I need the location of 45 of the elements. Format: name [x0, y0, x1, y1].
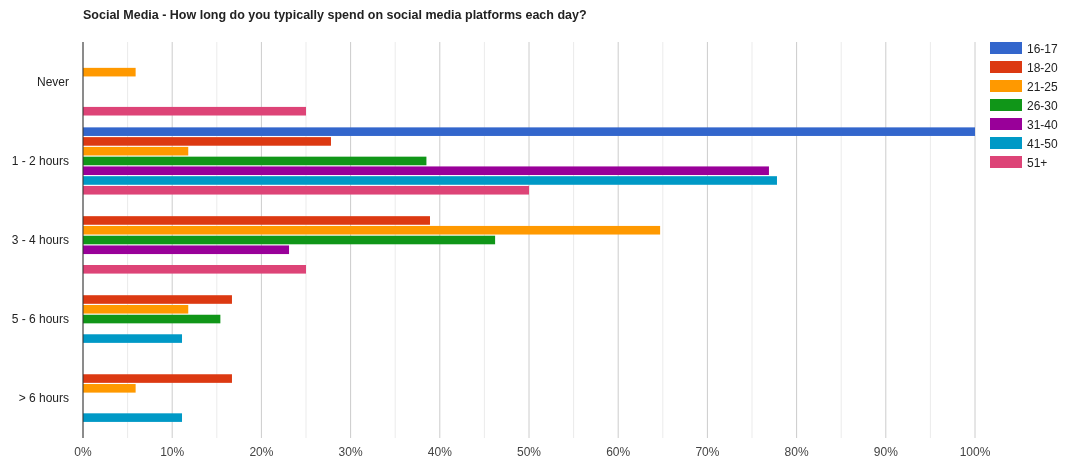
bar: [83, 384, 136, 393]
bar: [83, 146, 189, 156]
legend-label: 26-30: [1027, 99, 1059, 113]
x-tick-label: 30%: [338, 445, 363, 459]
bar: [83, 67, 136, 77]
bar: [83, 235, 496, 245]
legend-label: 16-17: [1027, 42, 1059, 56]
bar: [83, 334, 183, 343]
legend-label: 41-50: [1027, 137, 1059, 151]
bar: [83, 245, 290, 255]
bar: [83, 314, 221, 324]
bar: [83, 106, 306, 116]
y-tick-label: > 6 hours: [18, 391, 69, 406]
x-tick-label: 40%: [427, 445, 453, 459]
bar: [83, 265, 306, 274]
x-tick-label: 100%: [959, 445, 991, 459]
x-tick-label: 70%: [695, 445, 720, 459]
chart-title: Social Media - How long do you typically spend on social media platforms each day?: [83, 8, 587, 22]
bar: [83, 374, 232, 383]
bar: [83, 137, 331, 146]
x-tick-label: 10%: [160, 445, 185, 459]
legend-label: 31-40: [1027, 118, 1059, 132]
x-tick-label: 20%: [249, 445, 274, 459]
legend-label: 18-20: [1027, 61, 1059, 75]
bar: [83, 216, 430, 225]
bar: [83, 295, 232, 304]
bar: [83, 185, 529, 195]
bar: [83, 304, 189, 314]
bar: [83, 413, 183, 422]
bar: [83, 176, 777, 185]
x-tick-label: 50%: [516, 445, 542, 459]
legend-label: 51+: [1027, 156, 1048, 170]
bar: [83, 127, 975, 136]
bar: [83, 225, 661, 235]
y-tick-label: 1 - 2 hours: [11, 153, 69, 168]
y-tick-label: 3 - 4 hours: [11, 233, 69, 247]
x-tick-label: 60%: [606, 445, 631, 459]
bar: [83, 156, 427, 166]
legend-label: 21-25: [1027, 80, 1059, 94]
x-tick-label: 90%: [873, 445, 899, 459]
x-tick-label: 80%: [784, 445, 809, 459]
y-tick-label: Never: [36, 74, 69, 89]
bar: [83, 166, 769, 176]
y-tick-label: 5 - 6 hours: [11, 312, 69, 327]
x-tick-label: 0%: [74, 445, 92, 459]
